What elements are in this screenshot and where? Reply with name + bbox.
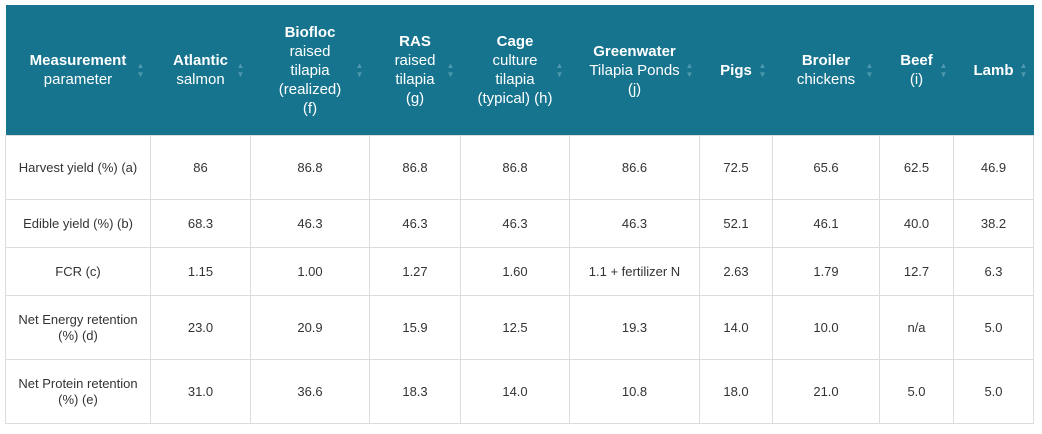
table-cell: 38.2 [953,199,1034,248]
table-cell: 86.8 [369,135,461,200]
sort-icon[interactable]: ▲ ▼ [355,61,364,79]
header-row: Measurement parameter ▲ ▼ Atlantic salmon ▲ ▼ … [5,5,1034,136]
table-cell: 65.6 [772,135,880,200]
table-cell: 21.0 [772,359,880,424]
table-row: Harvest yield (%) (a) 86 86.8 86.8 86.8 … [5,135,1034,200]
table-cell: 46.3 [250,199,370,248]
table-cell: 5.0 [953,295,1034,360]
table-row: FCR (c) 1.15 1.00 1.27 1.60 1.1 + fertil… [5,247,1034,296]
col-header-beef[interactable]: Beef (i) ▲ ▼ [879,5,954,136]
col-header-measurement[interactable]: Measurement parameter ▲ ▼ [5,5,151,136]
sort-icon[interactable]: ▲ ▼ [1019,61,1028,79]
table-cell: 23.0 [150,295,251,360]
row-label: FCR (c) [5,247,151,296]
table-cell: 86.6 [569,135,700,200]
sort-icon[interactable]: ▲ ▼ [446,61,455,79]
table-cell: 1.00 [250,247,370,296]
sort-icon[interactable]: ▲ ▼ [236,61,245,79]
table-cell: 6.3 [953,247,1034,296]
table-cell: 20.9 [250,295,370,360]
table-cell: 10.0 [772,295,880,360]
sort-icon[interactable]: ▲ ▼ [685,61,694,79]
sort-icon[interactable]: ▲ ▼ [939,61,948,79]
col-header-cage-tilapia[interactable]: Cage culture tilapia (typical) (h) ▲ ▼ [460,5,570,136]
table-cell: 18.3 [369,359,461,424]
col-header-broiler-chickens[interactable]: Broiler chickens ▲ ▼ [772,5,880,136]
table-row: Edible yield (%) (b) 68.3 46.3 46.3 46.3… [5,199,1034,248]
table-cell: 1.79 [772,247,880,296]
table-cell: 12.5 [460,295,570,360]
col-header-lamb[interactable]: Lamb ▲ ▼ [953,5,1034,136]
row-label: Edible yield (%) (b) [5,199,151,248]
table-cell: 10.8 [569,359,700,424]
table-cell: 46.3 [369,199,461,248]
sort-icon[interactable]: ▲ ▼ [865,61,874,79]
table-cell: 62.5 [879,135,954,200]
table-cell: 68.3 [150,199,251,248]
table-cell: 15.9 [369,295,461,360]
table-cell: 86 [150,135,251,200]
table-cell: 18.0 [699,359,773,424]
table-cell: 52.1 [699,199,773,248]
table-cell: 1.60 [460,247,570,296]
table-cell: 1.27 [369,247,461,296]
table-cell: 31.0 [150,359,251,424]
sort-icon[interactable]: ▲ ▼ [758,61,767,79]
comparison-table: Measurement parameter ▲ ▼ Atlantic salmon ▲ ▼ … [5,5,1034,424]
table-cell: 46.9 [953,135,1034,200]
sort-icon[interactable]: ▲ ▼ [555,61,564,79]
table-cell: 12.7 [879,247,954,296]
table-cell: 40.0 [879,199,954,248]
row-label: Net Protein retention (%) (e) [5,359,151,424]
col-header-greenwater-tilapia[interactable]: Greenwater Tilapia Ponds (j) ▲ ▼ [569,5,700,136]
table-row: Net Energy retention (%) (d) 23.0 20.9 1… [5,295,1034,360]
table-cell: n/a [879,295,954,360]
table-cell: 46.3 [460,199,570,248]
col-header-pigs[interactable]: Pigs ▲ ▼ [699,5,773,136]
col-header-atlantic-salmon[interactable]: Atlantic salmon ▲ ▼ [150,5,251,136]
table-cell: 5.0 [879,359,954,424]
row-label: Net Energy retention (%) (d) [5,295,151,360]
table-cell: 46.1 [772,199,880,248]
table-cell: 14.0 [699,295,773,360]
row-label: Harvest yield (%) (a) [5,135,151,200]
table-cell: 86.8 [250,135,370,200]
table-cell: 19.3 [569,295,700,360]
table-cell: 36.6 [250,359,370,424]
table-cell: 1.1 + fertilizer N [569,247,700,296]
table-row: Net Protein retention (%) (e) 31.0 36.6 … [5,359,1034,424]
sort-icon[interactable]: ▲ ▼ [136,61,145,79]
table-cell: 72.5 [699,135,773,200]
col-header-biofloc-tilapia[interactable]: Biofloc raised tilapia (realized) (f) ▲ ▼ [250,5,370,136]
table-cell: 2.63 [699,247,773,296]
col-header-ras-tilapia[interactable]: RAS raised tilapia (g) ▲ ▼ [369,5,461,136]
table-cell: 5.0 [953,359,1034,424]
table-cell: 46.3 [569,199,700,248]
table-cell: 86.8 [460,135,570,200]
table-cell: 14.0 [460,359,570,424]
table-cell: 1.15 [150,247,251,296]
